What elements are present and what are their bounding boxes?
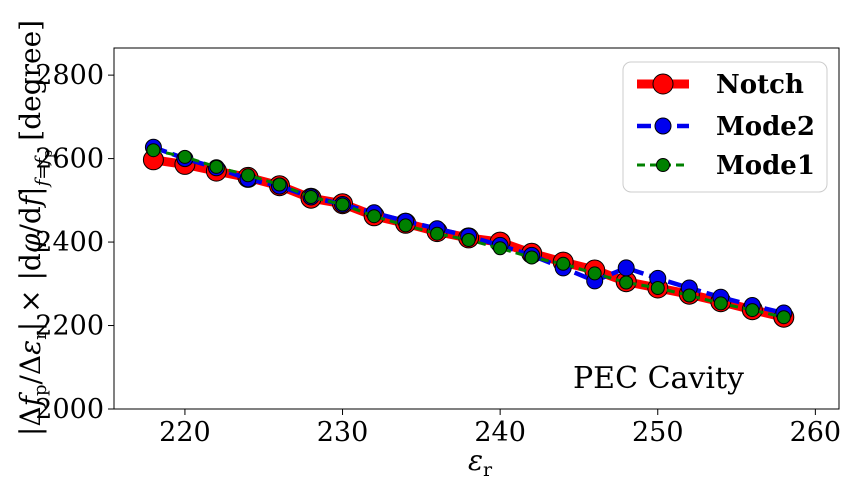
point-mode1-232 — [367, 209, 382, 224]
point-mode1-224 — [241, 168, 255, 183]
x-tick-label-250: 250 — [632, 417, 684, 448]
point-mode1-230 — [335, 197, 350, 212]
annotation-pec-cavity: PEC Cavity — [573, 361, 744, 396]
legend-label-mode1: Mode1 — [716, 151, 815, 181]
x-tick-label-260: 260 — [790, 417, 842, 448]
point-mode1-218 — [146, 143, 161, 158]
point-mode1-222 — [209, 159, 224, 174]
legend-label-mode2: Mode2 — [716, 112, 815, 142]
x-tick-label-240: 240 — [474, 417, 526, 448]
point-mode2-248 — [617, 259, 635, 277]
x-tick-label-230: 230 — [317, 417, 369, 448]
y-axis-title: |Δfp/Δεr| × |dφ/df|f=fp [degree] — [14, 20, 56, 436]
y-tick-label-2800: 2800 — [35, 60, 104, 91]
point-mode1-240 — [493, 241, 508, 256]
point-mode1-228 — [304, 190, 318, 204]
point-mode1-238 — [461, 233, 476, 247]
x-tick-label-220: 220 — [159, 417, 211, 448]
point-mode1-250 — [650, 281, 665, 295]
y-tick-label-2400: 2400 — [35, 227, 104, 258]
legend-label-notch: Notch — [716, 70, 804, 100]
point-mode1-252 — [682, 288, 697, 303]
legend-entry-notch: Notch — [637, 70, 804, 100]
point-mode1-248 — [619, 275, 634, 290]
point-mode1-256 — [745, 303, 760, 318]
point-mode1-220 — [177, 149, 192, 164]
series-mode1 — [146, 143, 791, 325]
legend-entry-mode1: Mode1 — [637, 151, 815, 181]
point-mode1-242 — [524, 250, 539, 265]
legend: Notch Mode2 Mode1 — [622, 61, 828, 193]
legend-entry-mode2: Mode2 — [637, 112, 815, 142]
y-tick-label-2600: 2600 — [35, 144, 104, 175]
series-layer — [142, 138, 795, 328]
point-mode1-246 — [587, 266, 602, 281]
x-axis-title: εr — [468, 444, 493, 481]
plot-frame — [113, 47, 840, 410]
legend-marker-notch — [652, 73, 674, 95]
point-mode1-244 — [556, 256, 571, 271]
point-mode1-236 — [430, 226, 445, 241]
legend-marker-mode1 — [656, 158, 670, 172]
y-tick-label-2200: 2200 — [35, 311, 104, 342]
point-mode1-226 — [272, 177, 287, 192]
y-tick-label-2000: 2000 — [35, 394, 104, 425]
legend-marker-mode2 — [654, 117, 672, 135]
axes-layer: 220 230 240 250 260 2000 2200 2400 2600 2800 — [35, 60, 841, 448]
point-mode1-254 — [713, 296, 728, 311]
legend-frame — [622, 61, 828, 193]
point-mode1-258 — [776, 310, 791, 325]
point-mode1-234 — [398, 218, 413, 233]
